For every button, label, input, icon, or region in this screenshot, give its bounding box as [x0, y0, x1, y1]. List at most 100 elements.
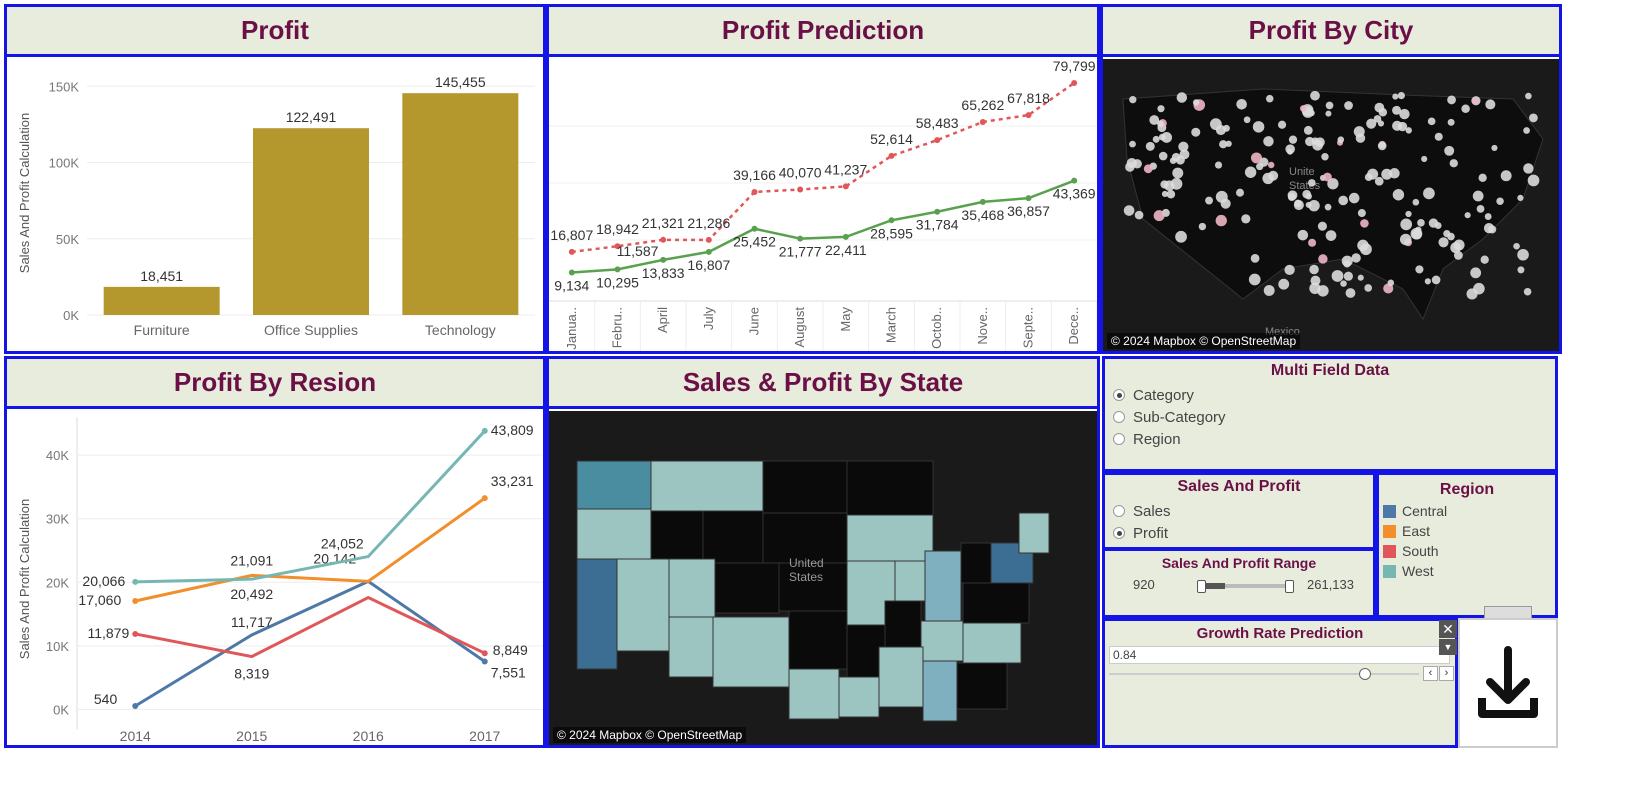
city-marker [1424, 278, 1431, 285]
growth-rate-input[interactable]: 0.84 [1109, 646, 1450, 664]
option-profit[interactable]: Profit [1105, 522, 1373, 544]
option-sub-category[interactable]: Sub-Category [1105, 406, 1555, 428]
state-shape [668, 558, 716, 618]
download-button[interactable] [1458, 618, 1558, 748]
city-marker [1166, 190, 1176, 199]
city-marker [1417, 219, 1425, 227]
radio-button[interactable] [1113, 505, 1125, 517]
city-marker [1374, 176, 1384, 186]
city-marker [1357, 239, 1369, 252]
radio-button[interactable] [1113, 389, 1125, 401]
state-shape [878, 646, 924, 708]
city-marker [1447, 118, 1455, 126]
point-label: 13,833 [642, 265, 685, 281]
state-shape [924, 550, 962, 622]
range-min: 920 [1133, 577, 1155, 592]
region-line-chart[interactable]: Sales And Profit Calculation 0K 10K 20K 30K 4… [7, 409, 543, 745]
city-marker [1377, 120, 1385, 127]
city-marker [1353, 126, 1365, 138]
legend-item-west[interactable]: West [1379, 561, 1555, 581]
option-category[interactable]: Category [1105, 384, 1555, 406]
city-marker [1343, 259, 1351, 268]
state-shape [576, 460, 652, 510]
city-marker [1248, 273, 1261, 286]
data-point [979, 198, 986, 205]
city-marker [1500, 170, 1512, 182]
city-marker [1496, 197, 1504, 205]
point-label: 21,777 [779, 244, 822, 260]
city-marker [1263, 285, 1275, 296]
map-label: United [789, 556, 824, 570]
city-marker [1157, 105, 1165, 113]
x-tick-label: July [701, 307, 716, 331]
radio-label: Category [1133, 386, 1194, 404]
growth-slider-track[interactable] [1109, 673, 1419, 675]
city-marker [1236, 99, 1247, 110]
range-slider-max-handle[interactable] [1285, 580, 1294, 593]
point-label: 79,799 [1053, 58, 1096, 74]
radio-label: Sales [1133, 502, 1171, 520]
point-label: 17,060 [78, 592, 121, 608]
city-marker [1223, 124, 1230, 132]
radio-button[interactable] [1113, 527, 1125, 539]
city-marker [1171, 152, 1181, 162]
x-tick-label: August [792, 307, 807, 348]
city-marker [1205, 196, 1213, 205]
growth-slider-handle[interactable] [1359, 668, 1371, 680]
city-marker [1277, 120, 1287, 129]
point-label: 16,807 [687, 257, 730, 273]
state-shape [884, 600, 922, 648]
map-label: States [1289, 180, 1321, 192]
state-map[interactable]: United States © 2024 Mapbox © OpenStreetM… [549, 411, 1097, 745]
option-region[interactable]: Region [1105, 428, 1555, 450]
city-marker [1485, 99, 1496, 110]
data-point [888, 217, 895, 224]
close-button[interactable]: ✕ [1439, 620, 1457, 638]
city-marker [1434, 132, 1443, 141]
city-marker [1297, 229, 1309, 241]
panel-title: Profit By City [1103, 7, 1559, 57]
radio-button[interactable] [1113, 433, 1125, 445]
city-marker [1285, 144, 1295, 154]
city-marker [1209, 118, 1222, 131]
profit-prediction-chart[interactable]: Janua.. Febru.. April July June August May Marc… [549, 57, 1097, 351]
option-sales[interactable]: Sales [1105, 500, 1373, 522]
decrement-button[interactable]: ‹ [1423, 666, 1438, 681]
city-marker [1400, 218, 1413, 231]
city-marker [1483, 223, 1495, 234]
profit-bar-chart[interactable]: Sales And Profit Calculation 0K 50K 100K 150… [7, 57, 543, 351]
x-tick-label: 2016 [353, 728, 384, 744]
increment-button[interactable]: › [1439, 666, 1454, 681]
profit-by-region-panel: Profit By Resion Sales And Profit Calcul… [4, 356, 546, 748]
legend-item-south[interactable]: South [1379, 541, 1555, 561]
range-slider-track[interactable] [1201, 584, 1289, 588]
panel-title: Sales And Profit Range [1161, 555, 1317, 571]
region-line-south [134, 595, 486, 659]
point-label: 67,818 [1007, 90, 1050, 106]
city-marker [1244, 166, 1257, 178]
city-marker [1317, 221, 1327, 231]
legend-swatch [1383, 504, 1396, 518]
city-marker [1523, 127, 1530, 134]
city-marker [1214, 161, 1223, 169]
range-slider-min-handle[interactable] [1197, 580, 1206, 593]
city-marker [1476, 205, 1485, 213]
point-label: 16,807 [550, 227, 593, 243]
bar-value-label: 145,455 [435, 74, 486, 90]
city-marker [1153, 210, 1165, 222]
radio-button[interactable] [1113, 411, 1125, 423]
state-shape [894, 560, 926, 602]
city-marker [1215, 214, 1227, 227]
x-tick-label: Septe.. [1021, 307, 1036, 348]
legend-item-east[interactable]: East [1379, 521, 1555, 541]
city-marker [1392, 105, 1402, 115]
dropdown-button[interactable]: ▼ [1439, 639, 1457, 655]
state-shape [846, 514, 934, 562]
point-label: 9,134 [554, 277, 589, 293]
x-tick-label: 2017 [469, 728, 500, 744]
x-tick-label: Octob.. [929, 307, 944, 349]
x-tick-label: 2014 [120, 728, 151, 744]
state-shape [838, 676, 880, 718]
legend-item-central[interactable]: Central [1379, 501, 1555, 521]
city-map[interactable]: Unite States Mexico © 2024 Mapbox © OpenSt… [1103, 59, 1559, 351]
